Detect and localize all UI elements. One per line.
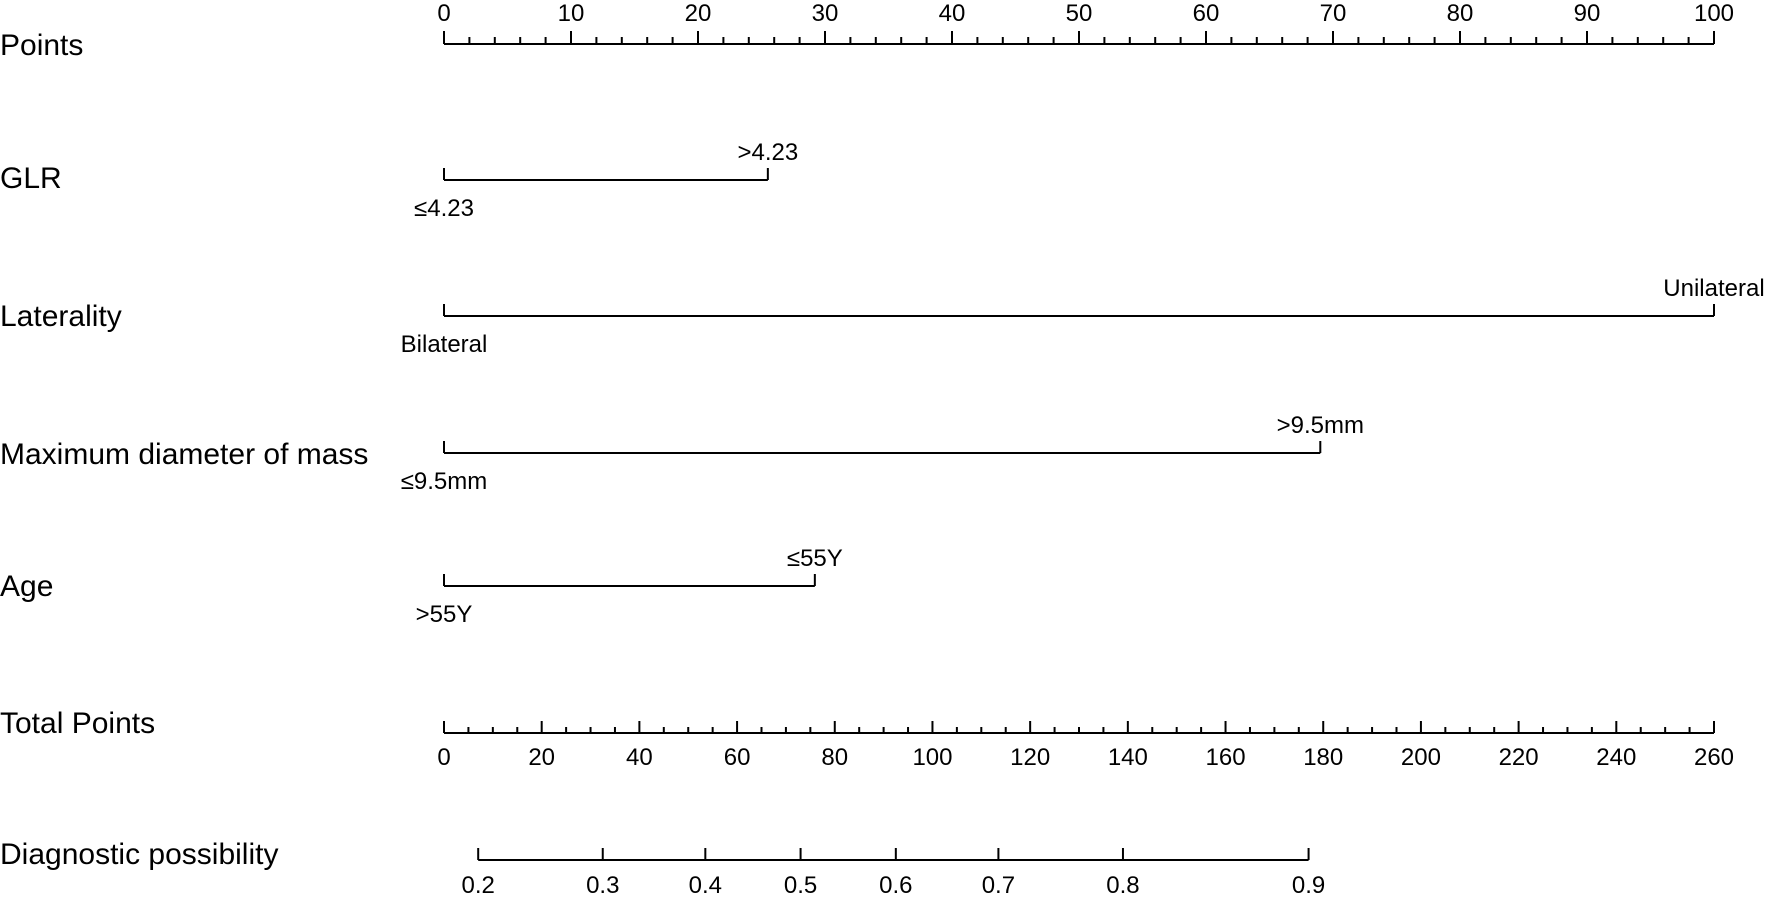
probability-axis-label: Diagnostic possibility [0,838,278,871]
points-tick-label-100: 100 [1694,0,1734,27]
points-tick-label-90: 90 [1574,0,1601,27]
points-tick-label-80: 80 [1447,0,1474,27]
level-label-9-5mm: >9.5mm [1277,412,1364,439]
variable-row-laterality: Laterality Bilateral Unilateral [0,275,1765,358]
probability-tick-label-0-6: 0.6 [879,872,912,899]
variable-row-age: Age >55Y ≤55Y [0,545,843,628]
total-tick-label-180: 180 [1303,744,1343,771]
probability-tick-label-0-9: 0.9 [1292,872,1325,899]
total-tick-label-40: 40 [626,744,653,771]
points-tick-label-30: 30 [812,0,839,27]
probability-tick-label-0-5: 0.5 [784,872,817,899]
total-tick-label-80: 80 [821,744,848,771]
points-tick-label-60: 60 [1193,0,1220,27]
points-tick-label-50: 50 [1066,0,1093,27]
points-tick-label-0: 0 [437,0,450,27]
points-axis: Points 0 10 20 30 40 50 60 70 80 90 100 [0,0,1734,62]
level-label-9-5mm: ≤9.5mm [401,468,488,495]
total-tick-label-160: 160 [1206,744,1246,771]
probability-tick-label-0-2: 0.2 [462,872,495,899]
probability-tick-label-0-3: 0.3 [586,872,619,899]
points-tick-label-70: 70 [1320,0,1347,27]
variable-label-laterality: Laterality [0,300,122,333]
probability-axis: Diagnostic possibility 0.2 0.3 0.4 0.5 0.6 0.… [0,838,1325,899]
total-tick-label-200: 200 [1401,744,1441,771]
level-label-4-23: ≤4.23 [414,195,474,222]
total-tick-label-0: 0 [437,744,450,771]
level-label-unilateral: Unilateral [1663,275,1764,302]
total-tick-label-120: 120 [1010,744,1050,771]
variable-label-glr: GLR [0,162,62,195]
variable-row-max-diameter: Maximum diameter of mass ≤9.5mm >9.5mm [0,412,1364,495]
total-points-axis-label: Total Points [0,707,155,740]
total-tick-label-20: 20 [528,744,555,771]
total-tick-label-60: 60 [724,744,751,771]
level-label-55y: ≤55Y [787,545,843,572]
total-tick-label-260: 260 [1694,744,1734,771]
total-tick-label-220: 220 [1499,744,1539,771]
total-tick-label-140: 140 [1108,744,1148,771]
level-label-bilateral: Bilateral [401,331,488,358]
variable-label-age: Age [0,570,53,603]
probability-tick-label-0-8: 0.8 [1106,872,1139,899]
total-tick-label-100: 100 [912,744,952,771]
probability-tick-label-0-7: 0.7 [982,872,1015,899]
level-label-55y: >55Y [416,601,473,628]
points-tick-label-20: 20 [685,0,712,27]
total-points-axis: Total Points 0 20 40 60 80 100 120 140 160 180 200… [0,707,1734,771]
total-tick-label-240: 240 [1596,744,1636,771]
level-label-4-23: >4.23 [737,139,798,166]
points-axis-label: Points [0,29,83,62]
variable-label-max-diameter: Maximum diameter of mass [0,438,368,471]
variable-row-glr: GLR ≤4.23 >4.23 [0,139,798,222]
points-tick-label-10: 10 [558,0,585,27]
probability-tick-label-0-4: 0.4 [689,872,722,899]
points-tick-label-40: 40 [939,0,966,27]
